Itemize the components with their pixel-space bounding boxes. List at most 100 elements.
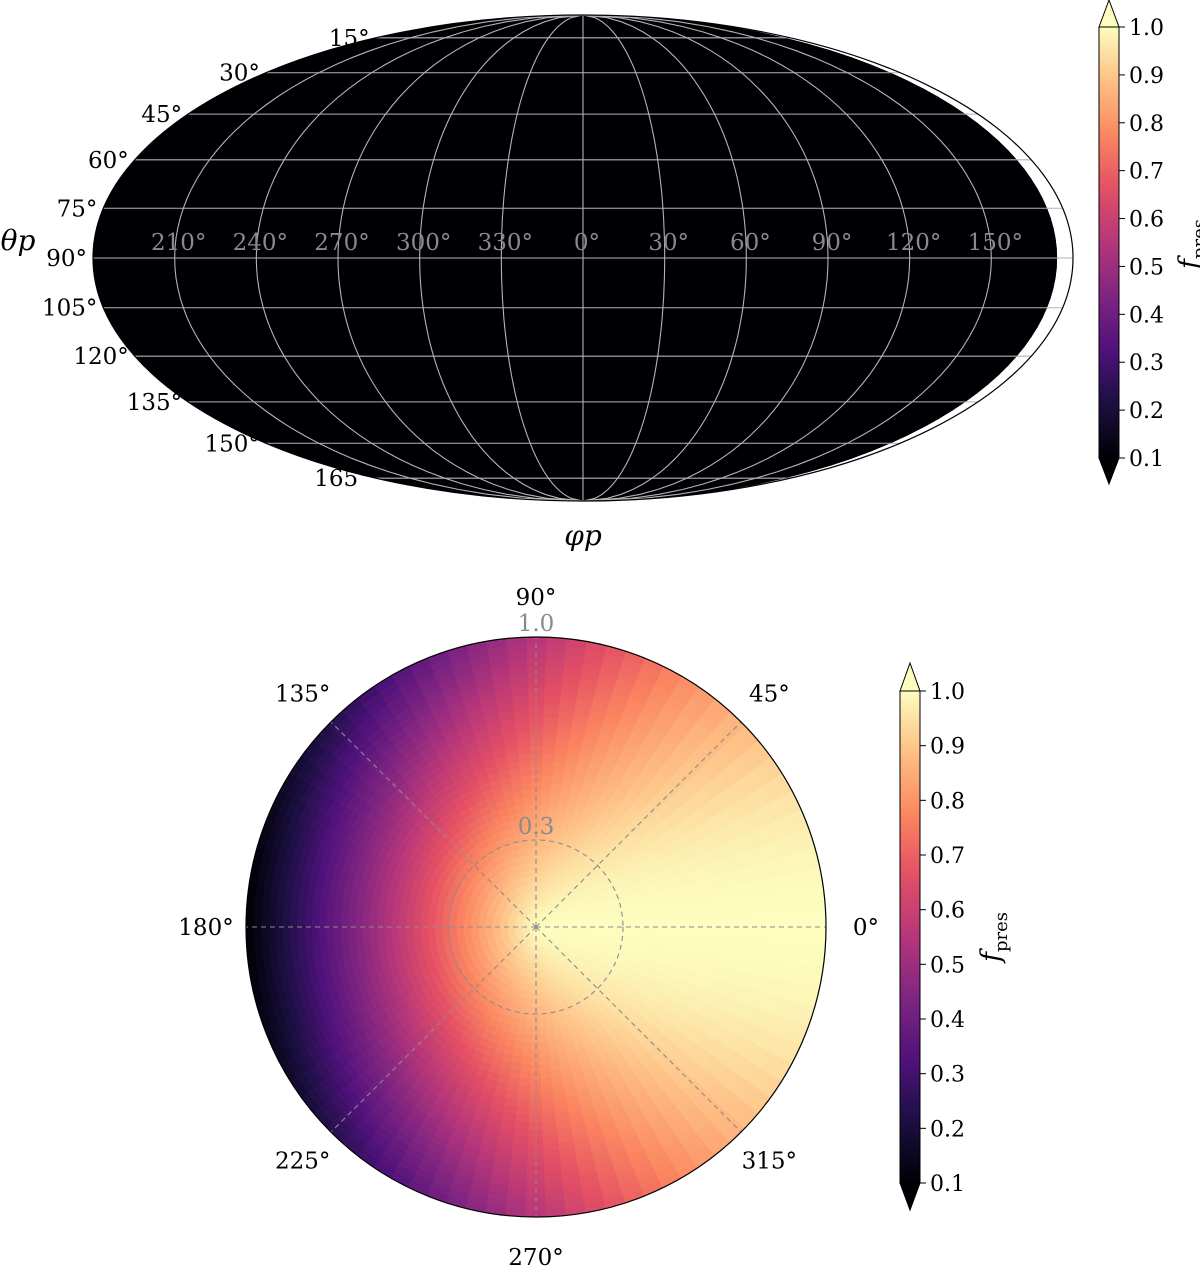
- heatmap-cell: [265, 442, 890, 452]
- heatmap-cell: [723, 912, 733, 928]
- heatmap-cell: [540, 774, 553, 784]
- heatmap-cell: [537, 861, 544, 870]
- heatmap-cell: [730, 912, 740, 928]
- heatmap-cell: [658, 917, 667, 928]
- mollweide-map-panel: 210° 240° 270° 300° 330° 0° 30° 60° 90° 120° 150° …: [1, 14, 1074, 552]
- heatmap-cell: [152, 131, 1000, 142]
- heatmap-cell: [93, 267, 1057, 279]
- longitude-tick-label: 120°: [886, 230, 941, 256]
- heatmap-cell: [521, 796, 533, 805]
- heatmap-cell: [537, 868, 543, 877]
- heatmap-cell: [795, 907, 805, 928]
- colorbar-tick-label: 0.4: [1129, 303, 1164, 328]
- heatmap-cell: [788, 908, 798, 928]
- colatitude-tick-label: 45°: [141, 102, 182, 128]
- longitude-tick-label: 150°: [968, 230, 1023, 256]
- colatitude-tick-label: 15°: [329, 26, 370, 52]
- heatmap-cell: [102, 197, 1048, 209]
- heatmap-cell: [94, 277, 1056, 289]
- heatmap-cell: [200, 410, 954, 420]
- colorbar-tick-label: 0.6: [1129, 208, 1164, 233]
- heatmap-cell: [650, 909, 660, 920]
- heatmap-cell: [99, 297, 1051, 309]
- heatmap-cell: [810, 906, 820, 928]
- heatmap-cell: [694, 914, 704, 928]
- colorbar-gradient: [1098, 26, 1120, 459]
- heatmap-cell: [518, 759, 531, 769]
- heatmap-cell: [803, 907, 812, 928]
- heatmap-cell: [541, 752, 555, 762]
- heatmap-cell: [96, 217, 1054, 229]
- longitude-tick-label: 30°: [648, 230, 689, 256]
- heatmap-cell: [125, 159, 1025, 170]
- heatmap-cell: [284, 57, 872, 66]
- mollweide-xlabel: φp: [564, 519, 602, 552]
- heatmap-cell: [350, 471, 808, 479]
- heatmap-cell: [174, 392, 979, 403]
- heatmap-cell: [522, 803, 533, 813]
- heatmap-cell: [541, 738, 557, 748]
- heatmap-cell: [215, 88, 940, 98]
- colatitude-tick-label: 60°: [88, 148, 129, 174]
- heatmap-cell: [152, 374, 1000, 385]
- heatmap-cell: [651, 917, 660, 928]
- heatmap-cell: [672, 916, 682, 928]
- polar-map-panel: 0°45°90°135°180°225°270°315° 0.31.0: [178, 585, 879, 1269]
- heatmap-cell: [538, 846, 545, 856]
- heatmap-cell: [284, 450, 872, 459]
- heatmap-cell: [615, 920, 624, 928]
- heatmap-cell: [520, 781, 532, 791]
- longitude-tick-label: 270°: [314, 230, 369, 256]
- heatmap-cell: [539, 803, 550, 813]
- heatmap-cell: [142, 140, 1009, 151]
- heatmap-cell: [687, 915, 696, 928]
- heatmap-cell: [781, 908, 791, 928]
- colorbar-tick-label: 0.7: [1129, 160, 1164, 185]
- heatmap-cell: [515, 730, 530, 740]
- heatmap-cell: [607, 920, 617, 928]
- colorbar-tick-label: 0.3: [1129, 351, 1164, 376]
- heatmap-cell: [716, 913, 725, 928]
- heatmap-cell: [112, 326, 1038, 338]
- colorbar-tick-label: 0.1: [1129, 447, 1164, 472]
- heatmap-cell: [766, 909, 776, 928]
- heatmap-cell: [133, 355, 1018, 367]
- heatmap-cell: [541, 759, 554, 769]
- colorbar-tick-label: 0.8: [1129, 112, 1164, 137]
- heatmap-cell: [99, 207, 1051, 219]
- colatitude-tick-label: 150°: [205, 431, 260, 457]
- heatmap-cell: [636, 918, 646, 928]
- heatmap-cell: [540, 767, 554, 777]
- heatmap-cell: [745, 911, 754, 928]
- longitude-tick-label: 330°: [478, 230, 533, 256]
- colorbar-max-extend: [1098, 0, 1120, 28]
- heatmap-cell: [118, 336, 1032, 348]
- colatitude-tick-label: 105°: [42, 296, 97, 322]
- mollweide-colorbar: 0.10.20.30.40.50.60.70.80.91.0 fpres: [1098, 0, 1200, 486]
- heatmap-cell: [215, 418, 940, 428]
- colatitude-tick-label: 75°: [57, 196, 98, 222]
- colatitude-tick-label: 30°: [219, 61, 260, 87]
- colatitude-tick-label: 135°: [127, 390, 182, 416]
- colorbar-tick-label: 0.9: [1129, 64, 1164, 89]
- heatmap-cell: [521, 788, 532, 798]
- heatmap-cell: [162, 122, 990, 133]
- colorbar-tick-label: 0.5: [1129, 255, 1164, 280]
- colorbar-min-extend: [1098, 457, 1120, 486]
- heatmap-cell: [305, 457, 852, 466]
- heatmap-cell: [680, 915, 689, 928]
- heatmap-cell: [643, 910, 653, 920]
- heatmap-cell: [186, 401, 967, 411]
- heatmap-cell: [107, 317, 1043, 328]
- heatmap-cell: [265, 64, 890, 74]
- mollweide-ylabel: θp: [1, 224, 36, 257]
- heatmap-cell: [200, 96, 954, 106]
- heatmap-cell: [629, 919, 638, 928]
- heatmap-cell: [759, 910, 769, 928]
- heatmap-cell: [107, 188, 1043, 199]
- colatitude-tick-label: 165°: [314, 466, 369, 492]
- heatmap-cell: [326, 464, 831, 473]
- heatmap-cell: [752, 910, 762, 928]
- heatmap-cell: [350, 37, 808, 45]
